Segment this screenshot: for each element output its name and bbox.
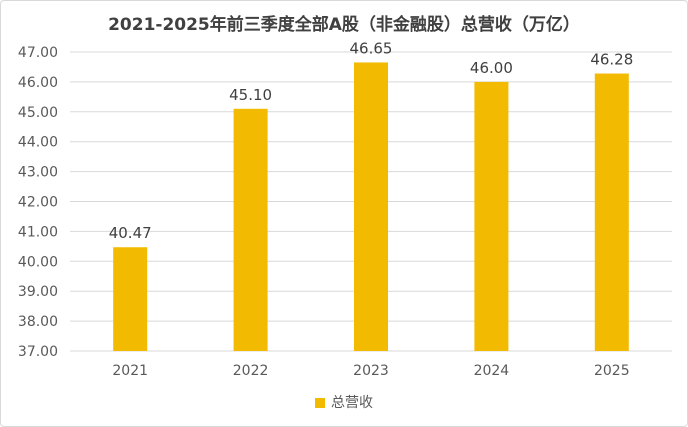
data-label: 46.28 [590,51,633,69]
bar [354,62,388,352]
y-tick-label: 47.00 [18,45,58,61]
x-tick-label: 2022 [233,363,269,379]
bar [233,108,268,351]
y-tick-label: 38.00 [18,314,58,330]
y-tick-label: 44.00 [18,135,58,151]
data-label: 46.00 [470,59,513,77]
x-tick-label: 2025 [594,363,630,379]
y-tick-label: 43.00 [18,165,58,181]
bar [594,73,629,351]
chart-title: 2021-2025年前三季度全部A股（非金融股）总营收（万亿） [108,15,580,35]
x-tick-label: 2023 [353,363,389,379]
x-tick-label: 2021 [112,363,148,379]
chart-legend: 总营收 [0,392,688,412]
bar [474,81,509,352]
data-label: 46.65 [350,39,393,57]
y-tick-label: 41.00 [18,224,58,240]
y-tick-label: 39.00 [18,284,58,300]
legend-swatch [315,398,325,408]
x-tick-label: 2024 [474,363,510,379]
y-tick-label: 46.00 [18,75,58,91]
y-tick-label: 37.00 [18,344,58,360]
y-tick-label: 45.00 [18,105,58,121]
y-tick-label: 40.00 [18,254,58,270]
y-tick-label: 42.00 [18,195,58,211]
data-label: 45.10 [229,86,272,104]
bar [113,247,148,351]
data-label: 40.47 [109,224,152,242]
legend-label: 总营收 [331,395,373,411]
